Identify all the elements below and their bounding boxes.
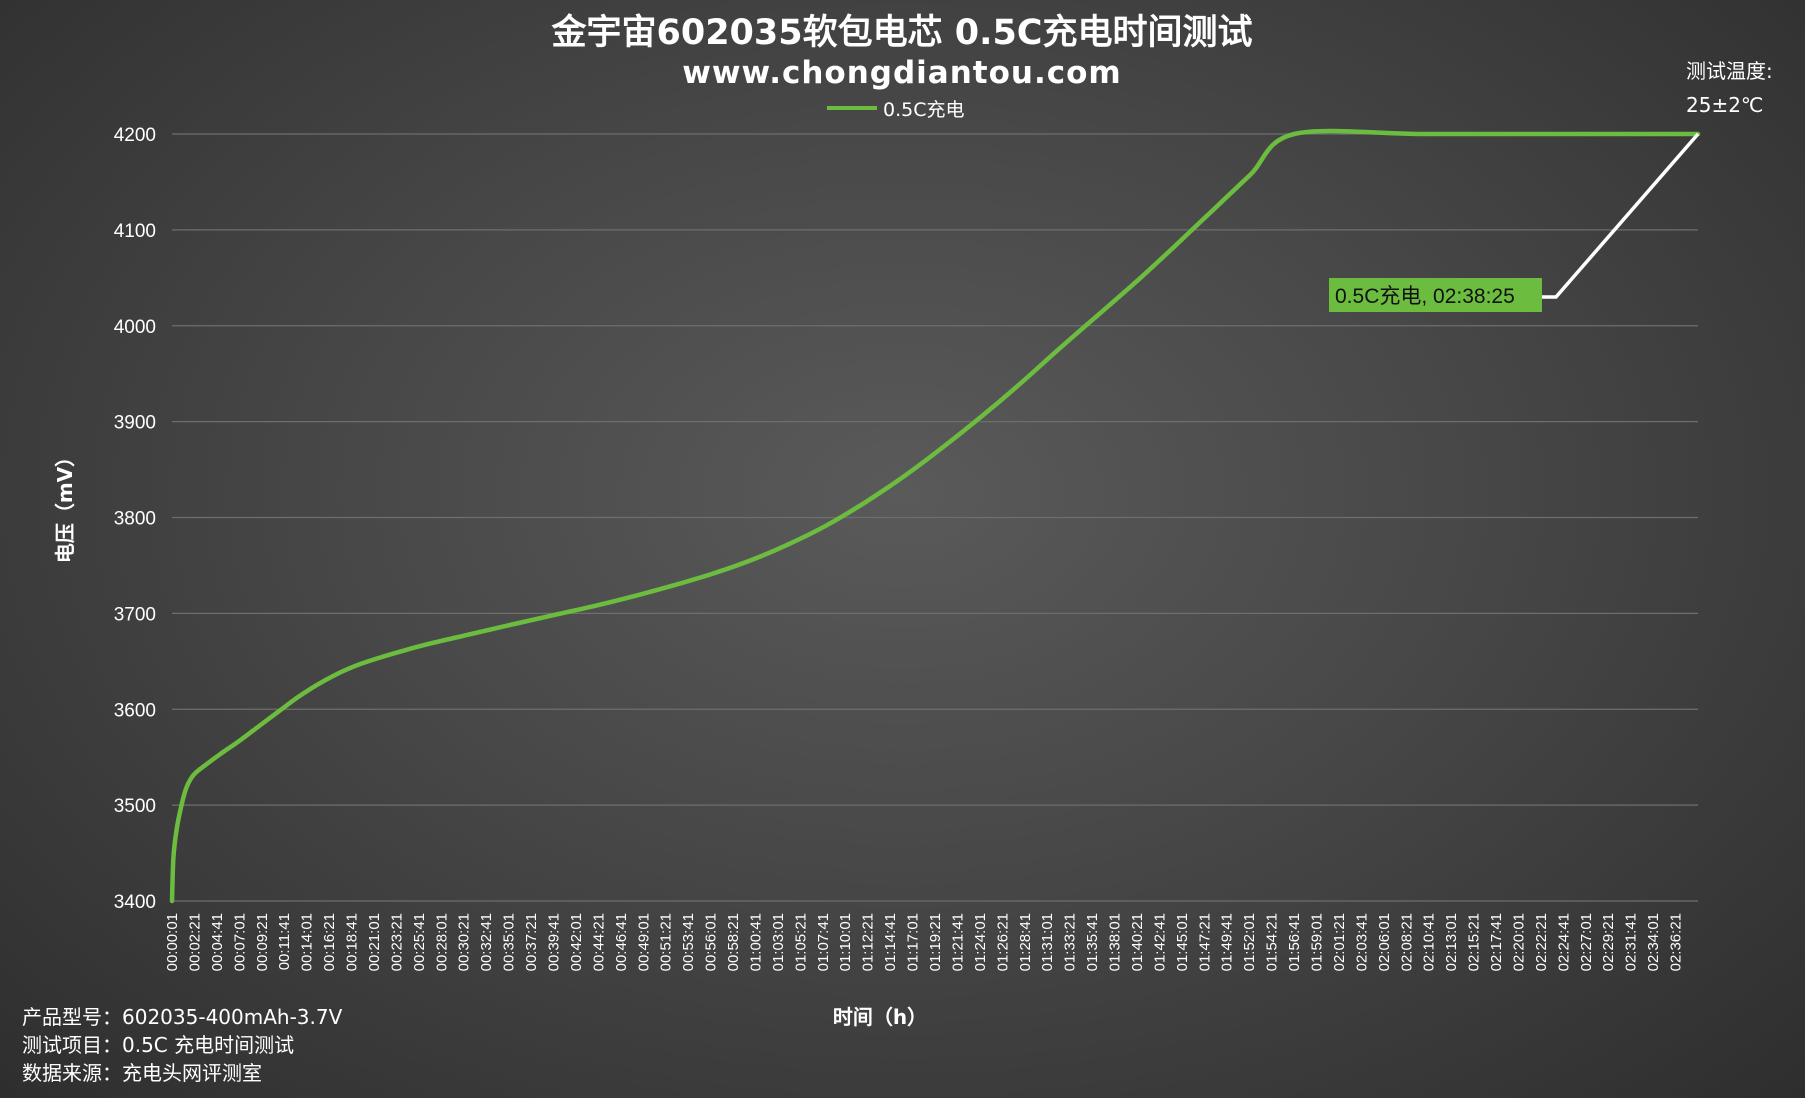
y-tick-label: 4000 <box>114 317 156 338</box>
x-tick-label: 02:03:41 <box>1353 913 1370 971</box>
x-tick-label: 02:13:01 <box>1443 913 1460 971</box>
x-tick-label: 02:27:01 <box>1578 913 1595 971</box>
y-tick-label: 3400 <box>114 892 156 913</box>
x-tick-label: 01:47:21 <box>1196 913 1213 971</box>
x-tick-label: 00:30:21 <box>456 913 473 971</box>
x-tick-label: 01:33:21 <box>1062 913 1079 971</box>
x-tick-label: 00:07:01 <box>231 913 248 971</box>
x-tick-label: 01:26:21 <box>994 913 1011 971</box>
x-tick-label: 00:35:01 <box>501 913 518 971</box>
temperature-value: 25±2℃ <box>1686 93 1763 117</box>
x-tick-label: 02:15:21 <box>1466 913 1483 971</box>
x-tick-label: 00:00:01 <box>164 913 181 971</box>
x-tick-label: 01:12:21 <box>860 913 877 971</box>
x-tick-label: 01:19:21 <box>927 913 944 971</box>
x-tick-label: 02:01:21 <box>1331 913 1348 971</box>
x-tick-label: 02:10:41 <box>1421 913 1438 971</box>
x-tick-label: 01:56:41 <box>1286 913 1303 971</box>
x-tick-label: 00:11:41 <box>276 913 293 970</box>
y-tick-label: 3500 <box>114 796 156 817</box>
x-tick-label: 02:17:41 <box>1488 913 1505 971</box>
x-tick-label: 01:07:41 <box>815 913 832 971</box>
x-tick-label: 01:35:41 <box>1084 913 1101 971</box>
x-tick-label: 01:10:01 <box>837 913 854 971</box>
x-tick-label: 00:56:01 <box>703 913 720 971</box>
x-tick-label: 00:58:21 <box>725 913 742 971</box>
legend-label: 0.5C充电 <box>883 99 964 121</box>
x-tick-label: 01:28:41 <box>1017 913 1034 971</box>
x-tick-label: 01:14:41 <box>882 913 899 971</box>
x-tick-label: 00:16:21 <box>321 913 338 971</box>
x-tick-label: 02:06:01 <box>1376 913 1393 971</box>
x-tick-label: 02:24:41 <box>1555 913 1572 971</box>
grid <box>172 133 1698 902</box>
x-tick-label: 00:14:01 <box>299 913 316 971</box>
x-tick-label: 00:25:41 <box>411 913 428 971</box>
x-tick-label: 01:49:41 <box>1219 913 1236 971</box>
x-tick-label: 00:02:21 <box>186 913 203 971</box>
x-tick-label: 00:51:21 <box>658 913 675 971</box>
x-axis-label: 时间（h） <box>833 1005 927 1029</box>
x-tick-label: 01:17:01 <box>905 913 922 971</box>
test-item-note: 测试项目：0.5C 充电时间测试 <box>22 1033 294 1057</box>
x-tick-label: 01:03:01 <box>770 913 787 971</box>
x-tick-label: 01:40:21 <box>1129 913 1146 971</box>
x-tick-label: 00:23:21 <box>388 913 405 971</box>
x-tick-label: 00:46:41 <box>613 913 630 971</box>
callout-box <box>1329 278 1542 312</box>
x-tick-label: 00:28:01 <box>433 913 450 971</box>
x-tick-label: 01:21:41 <box>949 913 966 971</box>
x-tick-label: 02:22:21 <box>1533 913 1550 971</box>
x-tick-label: 00:42:01 <box>568 913 585 971</box>
x-axis-ticks: 00:00:01 00:02:21 00:04:41 00:07:01 00:09:21… <box>164 913 1685 971</box>
x-tick-label: 01:52:01 <box>1241 913 1258 971</box>
x-tick-label: 00:18:41 <box>344 913 361 971</box>
y-tick-label: 3800 <box>114 509 156 530</box>
x-tick-label: 01:00:41 <box>748 913 765 971</box>
callout: 0.5C充电, 02:38:25 <box>1329 132 1700 312</box>
x-tick-label: 02:29:21 <box>1600 913 1617 971</box>
y-tick-label: 3600 <box>114 700 156 721</box>
x-tick-label: 01:42:41 <box>1151 913 1168 971</box>
series-line-0.5c <box>169 128 1701 904</box>
x-tick-label: 00:44:21 <box>590 913 607 971</box>
x-tick-label: 01:59:01 <box>1309 913 1326 971</box>
x-tick-label: 01:38:01 <box>1107 913 1124 971</box>
legend: 0.5C充电 <box>827 99 964 121</box>
y-axis-label: 电压（mV） <box>53 447 77 563</box>
x-tick-label: 00:04:41 <box>209 913 226 971</box>
x-tick-label: 00:09:21 <box>254 913 271 971</box>
x-tick-label: 01:24:01 <box>972 913 989 971</box>
x-tick-label: 00:37:21 <box>523 913 540 971</box>
x-tick-label: 01:05:21 <box>792 913 809 971</box>
x-tick-label: 02:08:21 <box>1398 913 1415 971</box>
x-tick-label: 02:34:01 <box>1645 913 1662 971</box>
y-tick-label: 3700 <box>114 604 156 625</box>
x-tick-label: 02:36:21 <box>1668 913 1685 971</box>
data-source-note: 数据来源：充电头网评测室 <box>22 1061 262 1085</box>
x-tick-label: 01:31:01 <box>1039 913 1056 971</box>
callout-label: 0.5C充电, 02:38:25 <box>1335 285 1515 308</box>
x-tick-label: 02:31:41 <box>1623 913 1640 971</box>
x-tick-label: 02:20:01 <box>1511 913 1528 971</box>
x-tick-label: 00:32:41 <box>478 913 495 971</box>
callout-leader-line <box>1542 132 1700 299</box>
x-tick-label: 00:53:41 <box>680 913 697 971</box>
chart-subtitle: www.chongdiantou.com <box>682 55 1121 91</box>
x-tick-label: 00:21:01 <box>366 913 383 971</box>
temperature-label: 测试温度: <box>1686 59 1773 83</box>
y-tick-label: 3900 <box>114 413 156 434</box>
x-tick-label: 00:49:01 <box>635 913 652 971</box>
y-axis-ticks: 3400 3500 3600 3700 3800 3900 4000 4100 4200 <box>114 125 156 913</box>
x-tick-label: 01:54:21 <box>1264 913 1281 971</box>
chart-title: 金宇宙602035软包电芯 0.5C充电时间测试 <box>551 12 1253 53</box>
product-model-note: 产品型号：602035-400mAh-3.7V <box>22 1005 343 1029</box>
y-tick-label: 4100 <box>114 221 156 242</box>
x-tick-label: 01:45:01 <box>1174 913 1191 971</box>
x-tick-label: 00:39:41 <box>546 913 563 971</box>
y-tick-label: 4200 <box>114 125 156 146</box>
